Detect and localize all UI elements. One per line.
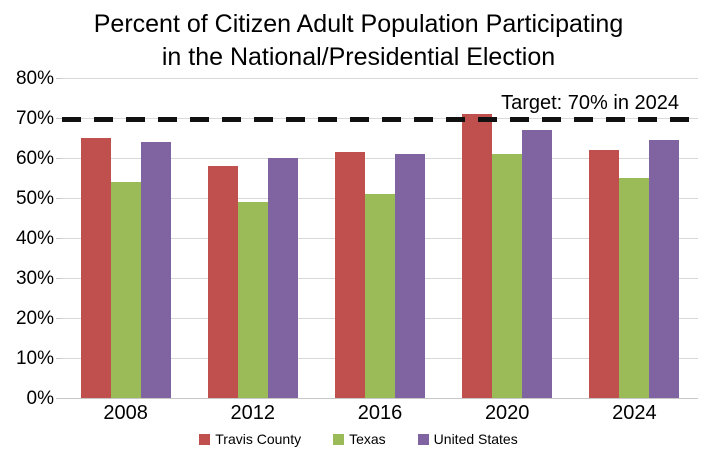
y-axis-tick-label: 30% [15,268,54,289]
y-axis-tick-label: 70% [15,108,54,129]
chart-title: Percent of Citizen Adult Population Part… [0,8,717,74]
chart-title-line-2: in the National/Presidential Election [161,43,556,71]
legend: Travis County Texas United States [0,431,717,447]
target-label: Target: 70% in 2024 [501,92,679,114]
bar-group-2016 [335,78,425,398]
legend-item-travis-county: Travis County [199,431,301,447]
bar-2020-united-states [522,130,553,398]
y-tick-mark [56,398,62,399]
bar-group-2012 [207,78,298,398]
legend-swatch-icon [333,433,345,445]
bar-2008-texas [110,182,141,398]
y-tick-mark [56,358,62,359]
bar-2012-travis-county [207,166,238,398]
x-axis-label-2008: 2008 [103,402,148,424]
y-axis-tick-label: 20% [15,308,54,329]
bar-2024-united-states [649,140,680,398]
legend-label: United States [433,431,518,447]
bar-group-2020 [462,78,553,398]
bar-group-2024 [589,78,680,398]
bar-2008-united-states [140,142,171,398]
y-axis-tick-label: 80% [15,68,54,89]
y-tick-mark [56,278,62,279]
y-axis-tick-label: 10% [15,348,54,369]
x-axis-label-2024: 2024 [612,402,657,424]
legend-item-texas: Texas [333,431,386,447]
y-tick-mark [56,158,62,159]
legend-label: Travis County [215,431,302,447]
bar-2016-texas [365,194,395,398]
bar-2020-travis-county [462,114,493,398]
plot-area [56,78,698,399]
bar-group-2008 [80,78,171,398]
x-axis-label-2012: 2012 [230,402,276,424]
y-axis-tick-label: 0% [26,388,54,409]
bar-2024-texas [619,178,650,398]
x-axis-label-2016: 2016 [357,402,403,424]
bar-2012-united-states [267,158,298,398]
y-tick-mark [56,78,62,79]
y-tick-mark [56,118,62,119]
x-axis-label-2020: 2020 [484,402,530,424]
y-tick-mark [56,318,62,319]
x-axis-labels: 2008 2012 2016 2020 2024 [62,402,698,426]
chart-title-line-1: Percent of Citizen Adult Population Part… [93,10,624,38]
bar-2024-travis-county [589,150,620,398]
legend-label: Texas [349,431,386,447]
y-tick-mark [56,198,62,199]
bar-2008-travis-county [80,138,111,398]
y-axis-tick-label: 50% [15,188,54,209]
legend-item-united-states: United States [417,431,518,447]
bar-2016-united-states [395,154,425,398]
y-tick-mark [56,238,62,239]
y-axis-tick-label: 60% [15,148,54,169]
target-dashed-line [62,117,698,122]
legend-swatch-icon [417,433,429,445]
legend-swatch-icon [199,433,211,445]
gridline-60% [62,158,698,159]
bar-2016-travis-county [335,152,365,398]
gridline-80% [62,78,698,79]
y-axis-tick-label: 40% [15,228,54,249]
bar-2020-texas [492,154,523,398]
bar-2012-texas [237,202,268,398]
gridline-0% [62,398,698,399]
